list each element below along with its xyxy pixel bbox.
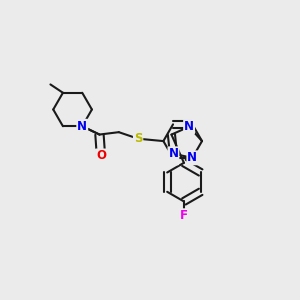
Text: N: N — [77, 120, 87, 133]
Text: N: N — [169, 147, 178, 160]
Text: F: F — [180, 209, 188, 222]
Text: S: S — [134, 132, 142, 145]
Text: N: N — [184, 120, 194, 133]
Text: N: N — [188, 151, 197, 164]
Text: O: O — [96, 149, 106, 162]
Text: N: N — [168, 151, 178, 164]
